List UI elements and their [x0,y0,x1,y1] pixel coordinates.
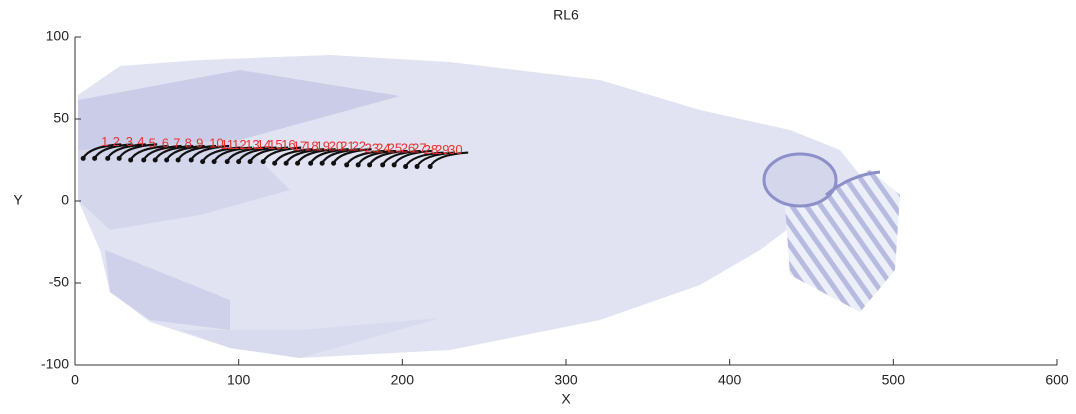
trajectory-point [344,162,350,168]
trajectory-point [367,162,373,168]
point-label: 22 [352,139,366,154]
trajectory-point [247,159,253,165]
trajectory-point [152,157,158,163]
trajectory-point [295,160,301,166]
point-label: 21 [340,139,354,154]
x-axis-label: X [561,391,571,407]
point-label: 15 [268,137,282,152]
point-label: 8 [185,135,192,150]
trajectory-point [236,159,242,165]
point-label: 5 [149,135,156,150]
trajectory-point [116,155,122,161]
y-tick-label: 100 [46,28,70,44]
trajectory-point [141,157,147,163]
point-label: 14 [257,137,271,152]
point-label: 24 [376,140,390,155]
point-label: 30 [448,142,462,157]
point-label: 4 [137,134,144,149]
trajectory-point [175,157,181,163]
trajectory-point [272,160,278,166]
point-label: 23 [365,140,379,155]
trajectory-point [283,160,289,166]
y-axis-label: Y [13,192,23,208]
point-label: 26 [401,140,415,155]
trajectory-point [224,159,230,165]
x-tick-label: 500 [882,372,906,388]
y-tick-label: 50 [53,110,69,126]
chart-title: RL6 [553,7,579,23]
point-label: 28 [424,142,438,157]
trajectory-point [211,159,217,165]
point-label: 17 [293,139,307,154]
point-label: 20 [329,139,343,154]
trajectory-point [380,162,386,168]
x-tick-label: 100 [227,372,251,388]
point-label: 12 [232,137,246,152]
point-label: 11 [221,137,235,152]
point-label: 10 [209,135,223,150]
trajectory-point [319,160,325,166]
point-label: 13 [245,137,259,152]
trajectory-point [414,164,420,170]
point-label: 9 [196,135,203,150]
y-tick-label: -100 [41,356,69,372]
point-label: 27 [412,140,426,155]
trajectory-point [200,159,206,165]
x-tick-label: 300 [554,372,578,388]
point-label: 1 [101,134,108,149]
trajectory-point [80,155,86,161]
point-label: 19 [316,139,330,154]
x-tick-label: 200 [391,372,415,388]
point-label: 7 [173,135,180,150]
x-tick-label: 0 [71,372,79,388]
point-label: 3 [126,134,133,149]
x-tick-label: 400 [718,372,742,388]
trajectory-point [331,160,337,166]
trajectory-point [260,159,266,165]
trajectory-point [403,164,409,170]
point-label: 25 [388,140,402,155]
point-label: 29 [435,142,449,157]
y-tick-label: -50 [49,274,69,290]
trajectory-point [128,157,134,163]
point-label: 18 [304,139,318,154]
trajectory-point [164,157,170,163]
point-cloud [78,55,900,358]
trajectory-point [391,162,397,168]
trajectory-point [92,155,98,161]
trajectory-point [427,164,433,170]
y-tick-label: 0 [61,192,69,208]
trajectory-point [355,162,361,168]
point-label: 2 [113,134,120,149]
point-label: 16 [281,137,295,152]
trajectory-point [105,155,111,161]
x-tick-label: 600 [1045,372,1069,388]
trajectory-point [308,160,314,166]
trajectory-point [188,157,194,163]
point-label: 6 [162,135,169,150]
